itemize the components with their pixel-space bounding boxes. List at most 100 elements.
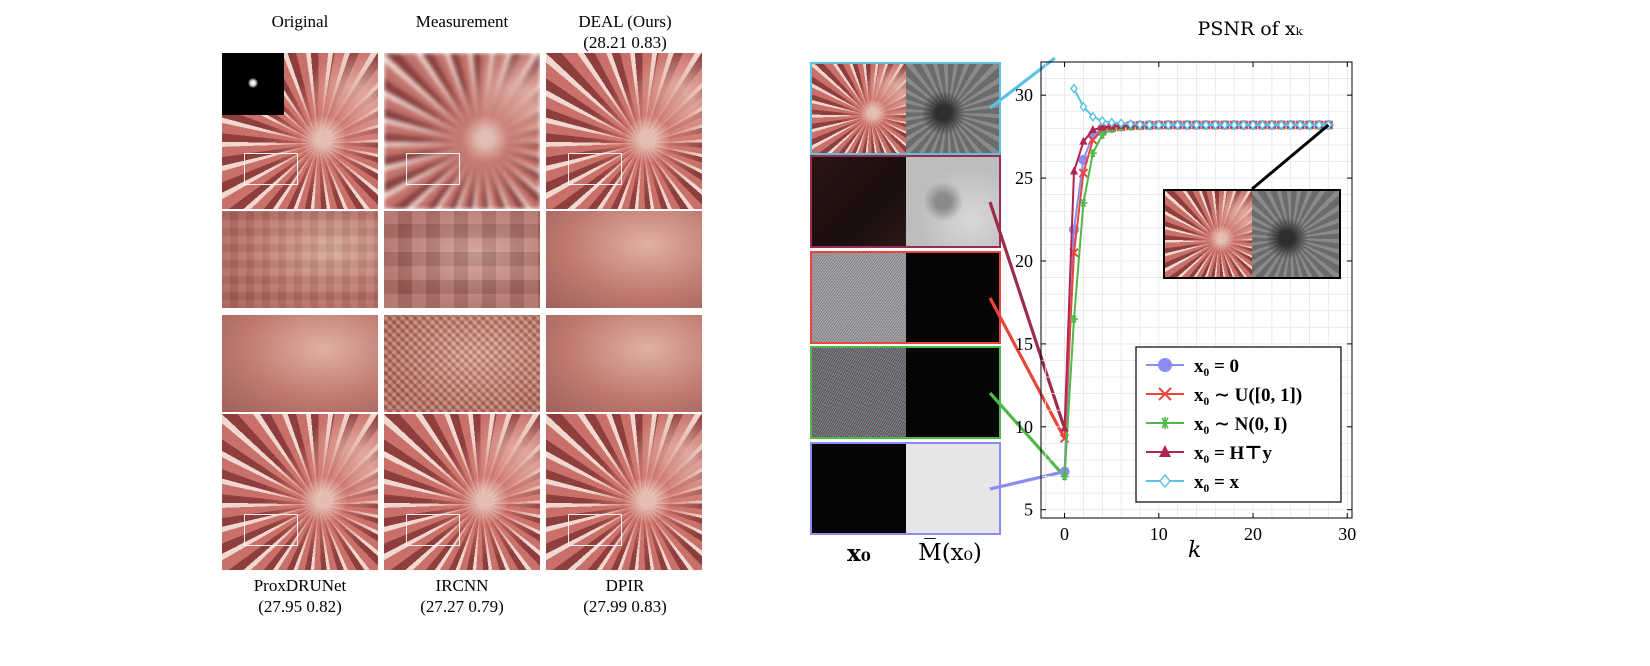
data-point (1230, 119, 1239, 131)
data-point (1258, 119, 1267, 131)
connector-line (988, 201, 1067, 429)
x-axis-label: k (1188, 538, 1202, 563)
deal-score: (28.21 0.83) (583, 33, 667, 52)
data-point (1098, 122, 1107, 131)
data-point (1286, 119, 1295, 131)
legend-label: x₀ ∼ N(0, I) (1194, 414, 1287, 435)
crop-proxdrunet (222, 315, 378, 412)
data-point (1173, 119, 1182, 131)
label-x0: x₀ (847, 540, 871, 567)
data-point (1164, 119, 1173, 131)
method-name-proxdrunet: ProxDRUNet (253, 576, 347, 595)
y-tick-label: 20 (1015, 251, 1033, 271)
connector-line (988, 391, 1066, 478)
legend-box (1135, 346, 1342, 503)
x-tick-label: 10 (1150, 524, 1168, 544)
method-score-dpir: (27.99 0.83) (583, 597, 667, 616)
data-point (1060, 472, 1069, 481)
chart-axes: 0 10 20 30 5 10 15 20 25 30 (1015, 61, 1356, 544)
data-point (1183, 119, 1191, 131)
data-point (1192, 119, 1201, 131)
label-mbar-x0: M̅(x₀) (918, 540, 982, 566)
crop-deal (546, 211, 702, 308)
image-proxdrunet (222, 414, 378, 570)
thumbnail-exact-init (810, 62, 1001, 155)
data-point (1211, 119, 1220, 131)
data-point (1202, 119, 1210, 131)
data-point (1078, 168, 1089, 178)
data-point (1159, 417, 1171, 429)
x-tick-label: 30 (1338, 524, 1356, 544)
crop-measurement (384, 211, 540, 308)
data-point (1088, 111, 1097, 122)
data-point (1158, 358, 1172, 372)
legend-label: x₀ = x (1194, 472, 1240, 493)
data-point (1117, 118, 1125, 129)
data-point (1069, 166, 1078, 175)
method-score-proxdrunet: (27.95 0.82) (258, 597, 342, 616)
data-point (1159, 445, 1171, 457)
zoom-box (568, 514, 622, 546)
data-point (1079, 198, 1088, 207)
image-original (222, 53, 378, 209)
connector-line (989, 56, 1056, 110)
method-name-ircnn: IRCNN (435, 576, 489, 595)
column-title-original: Original (271, 12, 329, 31)
data-point (1249, 119, 1257, 131)
connector-line (989, 470, 1065, 491)
y-tick-label: 10 (1015, 417, 1033, 437)
data-point (1315, 119, 1323, 131)
chart-title: PSNR of xₖ (1197, 18, 1303, 40)
legend-label: x₀ = 0 (1194, 356, 1239, 377)
data-point (1158, 387, 1172, 401)
x-tick-label: 0 (1060, 524, 1069, 544)
data-point (1145, 119, 1154, 131)
connector-lines (988, 56, 1067, 491)
data-point (1154, 119, 1163, 131)
connector-line (988, 297, 1066, 440)
thumbnail-zero-init (810, 442, 1001, 535)
data-point (1126, 119, 1135, 130)
blur-kernel-inset (222, 53, 284, 115)
data-point (1079, 101, 1088, 112)
legend-label: x₀ = H⊤y (1194, 443, 1273, 464)
zoom-box (244, 514, 298, 546)
data-point (1136, 119, 1144, 130)
data-point (1305, 119, 1314, 131)
crop-ircnn (384, 315, 540, 412)
chart-inset (1163, 123, 1341, 279)
inset-pointer-line (1251, 123, 1330, 191)
legend-label: x₀ ∼ U([0, 1]) (1194, 385, 1302, 406)
image-dpir (546, 414, 702, 570)
crop-original (222, 211, 378, 308)
method-name-dpir: DPIR (605, 576, 645, 595)
zoom-box (568, 153, 622, 185)
data-point (1060, 423, 1069, 432)
data-point (1296, 119, 1305, 131)
data-point (1098, 130, 1107, 139)
zoom-box (406, 514, 460, 546)
data-point (1277, 119, 1286, 131)
column-title-deal: DEAL (Ours) (578, 12, 672, 31)
data-point (1088, 149, 1097, 158)
thumbnail-adjoint-init (810, 155, 1001, 248)
data-point (1239, 119, 1248, 131)
zoom-box (244, 153, 298, 185)
thumbnail-gaussian-init (810, 346, 1001, 439)
crop-dpir (546, 315, 702, 412)
plot-frame (1040, 61, 1353, 519)
data-point (1220, 119, 1229, 131)
y-tick-label: 15 (1015, 334, 1033, 354)
chart-series (1059, 83, 1334, 481)
data-point (1098, 115, 1107, 127)
column-title-measurement: Measurement (415, 12, 509, 31)
inset-final-iterate (1163, 189, 1341, 279)
y-tick-label: 25 (1015, 168, 1033, 188)
data-point (1088, 135, 1098, 145)
thumbnail-uniform-init (810, 251, 1001, 344)
chart-legend: x₀ = 0 x₀ ∼ U([0, 1]) x₀ ∼ N(0, I) x₀ = H⊤y… (1135, 346, 1342, 503)
data-point (1069, 315, 1078, 324)
image-deal (546, 53, 702, 209)
zoom-box (406, 153, 460, 185)
data-point (1107, 117, 1116, 128)
